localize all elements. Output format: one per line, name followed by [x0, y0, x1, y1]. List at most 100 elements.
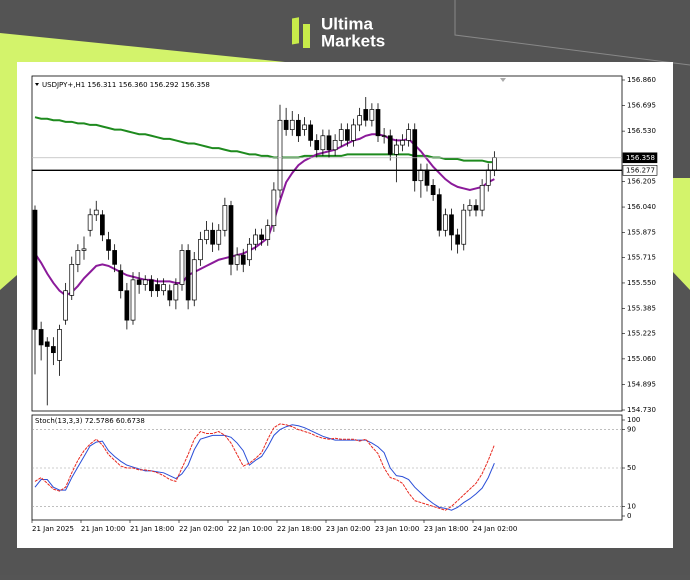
accent-left [0, 33, 285, 290]
price-label: 156.358 [626, 154, 655, 162]
candle-body [320, 135, 326, 151]
candle-body [308, 124, 313, 141]
candle-body [265, 225, 271, 240]
candle-body [155, 284, 160, 292]
x-tick-label: 21 Jan 10:00 [81, 525, 125, 533]
x-tick-label: 21 Jan 2025 [32, 525, 74, 533]
candle-body [296, 119, 301, 137]
x-tick-label: 22 Jan 18:00 [277, 525, 321, 533]
candle-body [326, 135, 332, 151]
candle-body [253, 234, 258, 245]
candle-body [369, 109, 375, 121]
y-tick-label: 50 [627, 464, 636, 472]
candle-body [302, 124, 307, 130]
candle-body [424, 169, 430, 186]
y-tick-label: 90 [627, 426, 636, 434]
x-tick-label: 22 Jan 02:00 [179, 525, 223, 533]
candle-body [338, 129, 344, 141]
candle-body [63, 290, 68, 321]
price-label: 156.277 [626, 166, 655, 174]
candle-body [32, 209, 38, 330]
y-tick-label: 0 [627, 512, 631, 520]
y-tick-label: 10 [627, 502, 636, 510]
candle-body [283, 119, 289, 130]
candle-body [124, 290, 130, 321]
candle-body [112, 250, 117, 265]
candle-body [216, 229, 222, 245]
candle-body [179, 250, 185, 285]
candle-body [222, 205, 228, 231]
candle-body [185, 250, 191, 301]
candle-body [357, 115, 362, 126]
candle-body [412, 129, 418, 182]
candle-body [210, 229, 215, 245]
y-tick-label: 155.875 [627, 229, 656, 237]
y-tick-label: 156.040 [627, 203, 656, 211]
candle-body [418, 169, 424, 182]
x-tick-label: 22 Jan 10:00 [228, 525, 272, 533]
y-tick-label: 156.205 [627, 177, 656, 185]
candle-body [400, 140, 405, 146]
candle-body [473, 205, 479, 211]
candle-body [479, 185, 485, 211]
accent-right [673, 178, 690, 290]
title-arrow [35, 83, 39, 86]
y-tick-label: 100 [627, 416, 640, 424]
candle-body [277, 119, 283, 191]
candle-body [351, 124, 356, 141]
logo-mark [303, 24, 310, 48]
candle-body [430, 185, 436, 195]
y-tick-label: 155.550 [627, 279, 656, 287]
y-tick-label: 155.225 [627, 329, 656, 337]
stoch-pane [31, 414, 623, 521]
chart-panel [17, 62, 673, 548]
candle-body [406, 129, 411, 141]
x-tick-label: 23 Jan 18:00 [424, 525, 468, 533]
candle-body [118, 270, 124, 292]
candle-body [314, 140, 320, 151]
candle-body [394, 144, 399, 155]
candle-body [136, 279, 142, 285]
candle-body [57, 329, 62, 361]
candle-body [106, 239, 111, 251]
y-tick-label: 156.695 [627, 102, 656, 110]
price-box [622, 152, 658, 164]
candle-body [455, 234, 460, 245]
candle-body [75, 250, 81, 265]
brand: Markets [321, 31, 385, 50]
candle-body [93, 209, 99, 216]
candle-body [234, 254, 240, 265]
y-tick-label: 155.715 [627, 253, 656, 261]
candle-body [289, 119, 295, 130]
indicator-line [34, 424, 495, 511]
x-tick-label: 21 Jan 18:00 [130, 525, 174, 533]
y-tick-label: 155.060 [627, 355, 656, 363]
candle-body [204, 229, 209, 240]
logo: Ultima Markets [292, 14, 385, 50]
candle-body [461, 209, 467, 245]
candle-body [436, 194, 442, 231]
y-tick-label: 154.730 [627, 406, 656, 414]
decor-line [454, 0, 690, 66]
candle-body [443, 214, 448, 231]
y-tick-label: 156.860 [627, 76, 656, 84]
candle-body [161, 284, 166, 292]
candle-body [44, 341, 50, 347]
indicator-line [34, 423, 495, 511]
candle-body [142, 279, 148, 285]
candle-body [492, 157, 497, 171]
brand: Ultima [321, 14, 374, 33]
candle-body [149, 279, 154, 292]
y-tick-label: 154.895 [627, 380, 656, 388]
candle-body [87, 214, 93, 231]
candle-body [345, 129, 350, 141]
shift-marker [500, 78, 506, 82]
candle-body [381, 135, 387, 137]
candle-body [69, 264, 75, 296]
candle-body [38, 329, 44, 346]
candle-body [51, 346, 56, 354]
indicator-title: Stoch(13,3,3) 72.5786 60.6738 [35, 417, 145, 425]
candle-body [173, 284, 179, 301]
candle-body [449, 214, 454, 236]
